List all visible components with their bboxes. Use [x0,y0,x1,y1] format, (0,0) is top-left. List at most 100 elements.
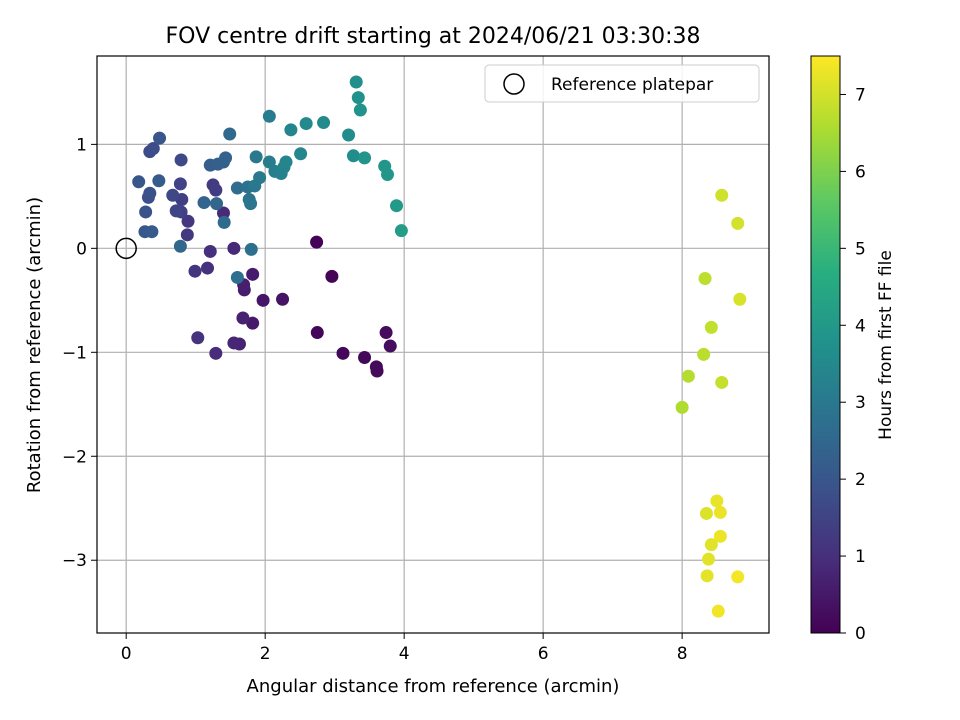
legend-label: Reference platepar [551,75,713,95]
x-tick-label: 0 [121,644,132,664]
data-point [310,326,324,340]
colorbar-tick-label: 2 [855,470,866,490]
data-point [358,151,372,165]
x-axis-label: Angular distance from reference (arcmin) [247,676,620,697]
data-point [713,529,727,543]
data-point [675,400,689,414]
data-point [262,155,276,169]
data-point [715,375,729,389]
data-point [731,570,745,584]
data-point [279,155,293,169]
colorbar-tick-label: 5 [855,239,866,259]
data-point [217,215,231,229]
data-point [733,292,747,306]
data-point [383,339,397,353]
data-point [310,235,324,249]
data-point [336,346,350,360]
data-point [173,239,187,253]
data-point [174,153,188,167]
data-point [370,364,384,378]
colorbar-gradient [811,56,840,633]
data-point [197,196,211,210]
data-point [253,171,267,185]
colorbar-tick-label: 4 [855,316,866,336]
data-point [244,197,258,211]
colorbar-tick-label: 1 [855,547,866,567]
data-point [325,269,339,283]
data-point [145,225,159,239]
data-point [169,204,183,218]
data-point [223,127,237,141]
colorbar-tick-label: 7 [855,85,866,105]
data-point [152,174,166,188]
y-tick-label: −2 [62,447,87,467]
data-point [351,91,365,105]
colorbar-tick-label: 0 [855,624,866,644]
data-point [246,267,260,281]
data-point [704,320,718,334]
x-tick-label: 8 [677,644,688,664]
data-point [276,292,290,306]
y-tick-label: −3 [62,551,87,571]
colorbar: 0 1 2 3 4 5 6 7 Hours from first FF file [810,55,896,644]
data-point [227,241,241,255]
data-point [246,316,260,330]
data-point [704,538,718,552]
plot-frame [96,55,770,634]
data-point [143,186,157,200]
data-point [249,150,263,164]
data-point [697,347,711,361]
data-point [349,75,363,89]
data-point [262,109,276,123]
data-point [702,552,716,566]
data-point [731,216,745,230]
y-tick-label: 1 [76,135,87,155]
legend: Reference platepar [484,64,760,103]
y-tick-label: 0 [76,239,87,259]
data-point [209,346,223,360]
data-point [700,569,714,583]
data-point [236,311,250,325]
data-point [219,151,233,165]
data-point [256,293,270,307]
x-tick-label: 4 [399,644,410,664]
x-tick-label: 2 [260,644,271,664]
points-layer [132,75,747,618]
data-point [153,131,167,145]
data-point [317,116,331,130]
legend-box [484,64,760,103]
data-point [379,326,393,340]
data-point [181,214,195,228]
data-point [173,177,187,191]
data-point [346,149,360,163]
x-axis-ticks: 0 2 4 6 8 [121,633,688,664]
data-point [681,369,695,383]
colorbar-label: Hours from first FF file [876,250,896,440]
colorbar-ticks: 0 1 2 3 4 5 6 7 [840,85,866,644]
data-point [715,188,729,202]
data-point [713,505,727,519]
y-tick-label: −1 [62,343,87,363]
data-point [216,206,230,220]
y-axis-label: Rotation from reference (arcmin) [24,197,45,493]
reference-platepar-marker [115,237,137,260]
data-point [230,181,244,195]
colorbar-tick-label: 3 [855,393,866,413]
data-point [711,604,725,618]
data-point [200,261,214,275]
data-point [203,244,217,258]
data-point [394,224,408,238]
data-point [353,103,367,117]
colorbar-tick-label: 6 [855,162,866,182]
data-point [294,147,308,161]
data-point [390,199,404,213]
data-point [227,336,241,350]
data-point [299,117,313,131]
data-point [139,205,153,219]
data-point [342,128,356,142]
y-axis-ticks: −3 −2 −1 0 1 [62,135,97,571]
data-point [132,175,146,189]
data-point [284,123,298,137]
data-point [188,264,202,278]
